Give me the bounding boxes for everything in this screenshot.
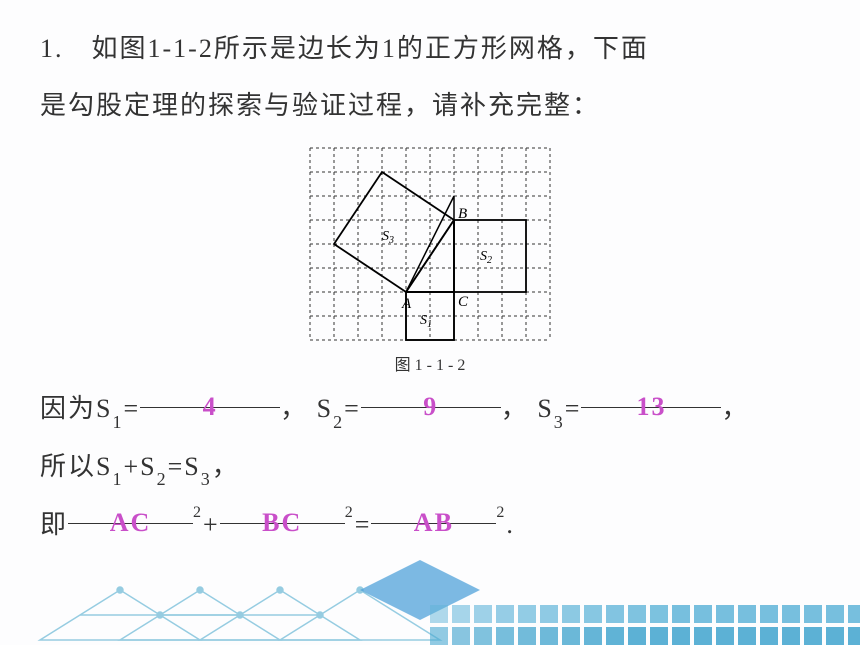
svg-text:A: A	[401, 296, 412, 312]
svg-text:S3: S3	[382, 229, 394, 246]
svg-text:S2: S2	[480, 249, 492, 266]
s-label-3: S	[537, 394, 553, 423]
fill-line-1: 因为S1=4， S2=9， S3=13，	[40, 380, 820, 438]
svg-text:B: B	[458, 206, 467, 222]
blank-s1: 4	[140, 380, 280, 408]
eq-s: =S	[168, 452, 201, 481]
eq-1: =	[123, 394, 140, 423]
sub-1: 1	[112, 412, 123, 432]
sq-3: 2	[496, 504, 506, 521]
answer-bc: BC	[262, 508, 302, 537]
figure-container: A B C S1 S2 S3 图 1 - 1 - 2	[40, 144, 820, 375]
answer-ac: AC	[110, 508, 152, 537]
main-content: 1. 如图1-1-2所示是边长为1的正方形网格，下面 是勾股定理的探索与验证过程…	[0, 0, 860, 553]
sub-2: 2	[333, 412, 344, 432]
answer-s2: 9	[423, 392, 438, 421]
blank-ab: AB	[371, 496, 496, 524]
eq-3: =	[565, 394, 582, 423]
sub-1b: 1	[112, 469, 123, 489]
plus-1: +	[203, 510, 220, 539]
s-label-2: S	[317, 394, 333, 423]
plus-s: +S	[123, 452, 156, 481]
eq-final: =	[355, 510, 372, 539]
sq-1: 2	[193, 504, 203, 521]
fill-line-2: 所以S1+S2=S3，	[40, 438, 820, 496]
comma-3: ，	[721, 394, 749, 423]
comma-2: ，	[501, 394, 529, 423]
blank-ac: AC	[68, 496, 193, 524]
sq-2: 2	[345, 504, 355, 521]
comma-4: ，	[212, 452, 240, 481]
problem-line-1: 1. 如图1-1-2所示是边长为1的正方形网格，下面	[40, 20, 820, 77]
answer-ab: AB	[414, 508, 454, 537]
problem-line-2: 是勾股定理的探索与验证过程，请补充完整：	[40, 77, 820, 134]
eq-2: =	[344, 394, 361, 423]
figure-caption: 图 1 - 1 - 2	[40, 351, 820, 375]
period: .	[506, 510, 515, 539]
blank-bc: BC	[220, 496, 345, 524]
text-ie: 即	[40, 510, 68, 539]
comma-1: ，	[280, 394, 308, 423]
sub-2b: 2	[157, 469, 168, 489]
blank-s2: 9	[361, 380, 501, 408]
bottom-decoration	[0, 550, 860, 645]
blank-s3: 13	[581, 380, 721, 408]
text-therefore: 所以S	[40, 452, 112, 481]
svg-text:C: C	[458, 294, 469, 310]
fill-line-3: 即AC2+BC2=AB2.	[40, 496, 820, 553]
grid-diagram: A B C S1 S2 S3	[306, 144, 554, 344]
answer-s3: 13	[636, 392, 666, 421]
sub-3b: 3	[201, 469, 212, 489]
answer-s1: 4	[203, 392, 218, 421]
text-because: 因为S	[40, 394, 112, 423]
sub-3: 3	[554, 412, 565, 432]
